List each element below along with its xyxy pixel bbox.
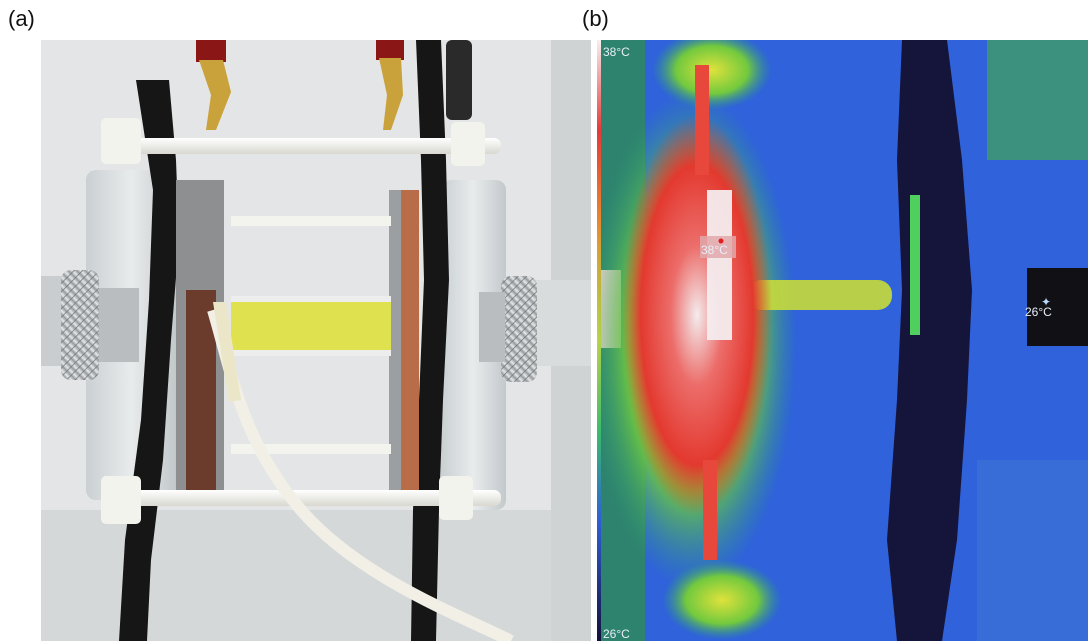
hot-spot-marker <box>718 238 724 244</box>
right-red-wire <box>376 40 404 60</box>
cold-spot-marker: ✦ <box>1041 295 1051 309</box>
cold-green-strip <box>910 195 920 335</box>
right-shaft <box>531 280 591 366</box>
panel-a-label: (a) <box>8 6 35 31</box>
cold-region <box>887 40 972 641</box>
hot-spot-label: 38°C <box>701 243 728 257</box>
hot-region <box>622 115 772 515</box>
cell-illustration <box>41 40 591 641</box>
scale-max-label: 38°C <box>603 45 630 59</box>
right-gold-clip <box>379 58 403 130</box>
electrolyte-channel <box>231 302 391 350</box>
top-right-nut <box>451 122 485 166</box>
cold-spot-label: 26°C <box>1025 305 1052 319</box>
left-knurled-knob <box>61 270 99 380</box>
probe-black-cable <box>446 40 472 120</box>
right-copper-plate <box>401 190 419 490</box>
bottom-threaded-rod <box>101 490 501 506</box>
panel-b-label: (b) <box>582 6 609 31</box>
right-knurled-knob <box>501 276 537 382</box>
top-threaded-rod <box>101 138 501 154</box>
photo-electrochemical-cell <box>41 40 591 641</box>
thermocouple-probe <box>213 302 241 402</box>
thermal-map: ✦ <box>597 40 1088 641</box>
right-acrylic-plate <box>441 180 506 510</box>
warm-channel <box>747 280 892 310</box>
scale-min-label: 26°C <box>603 627 630 641</box>
bottom-left-nut <box>101 476 141 524</box>
left-red-wire <box>196 40 226 62</box>
thermal-image: ✦ 38°C 26°C 38°C 26°C <box>597 40 1088 641</box>
top-left-nut <box>101 118 141 164</box>
bottom-right-nut <box>439 476 473 520</box>
left-gold-clip <box>199 60 231 130</box>
right-dark-shaft <box>1027 268 1088 346</box>
